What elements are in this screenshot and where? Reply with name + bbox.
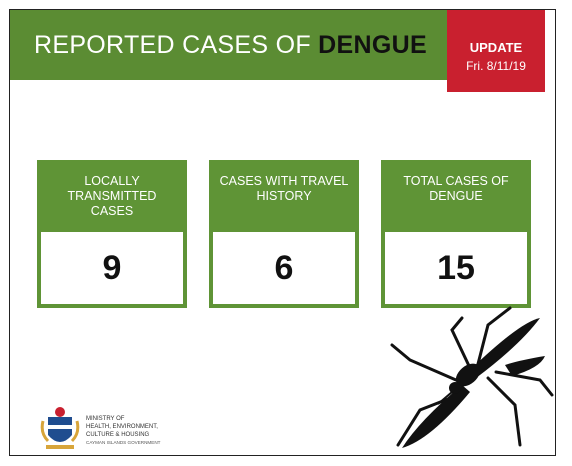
mosquito	[0, 0, 572, 466]
page: REPORTED CASES OF DENGUE UPDATE Fri. 8/1…	[0, 0, 572, 466]
